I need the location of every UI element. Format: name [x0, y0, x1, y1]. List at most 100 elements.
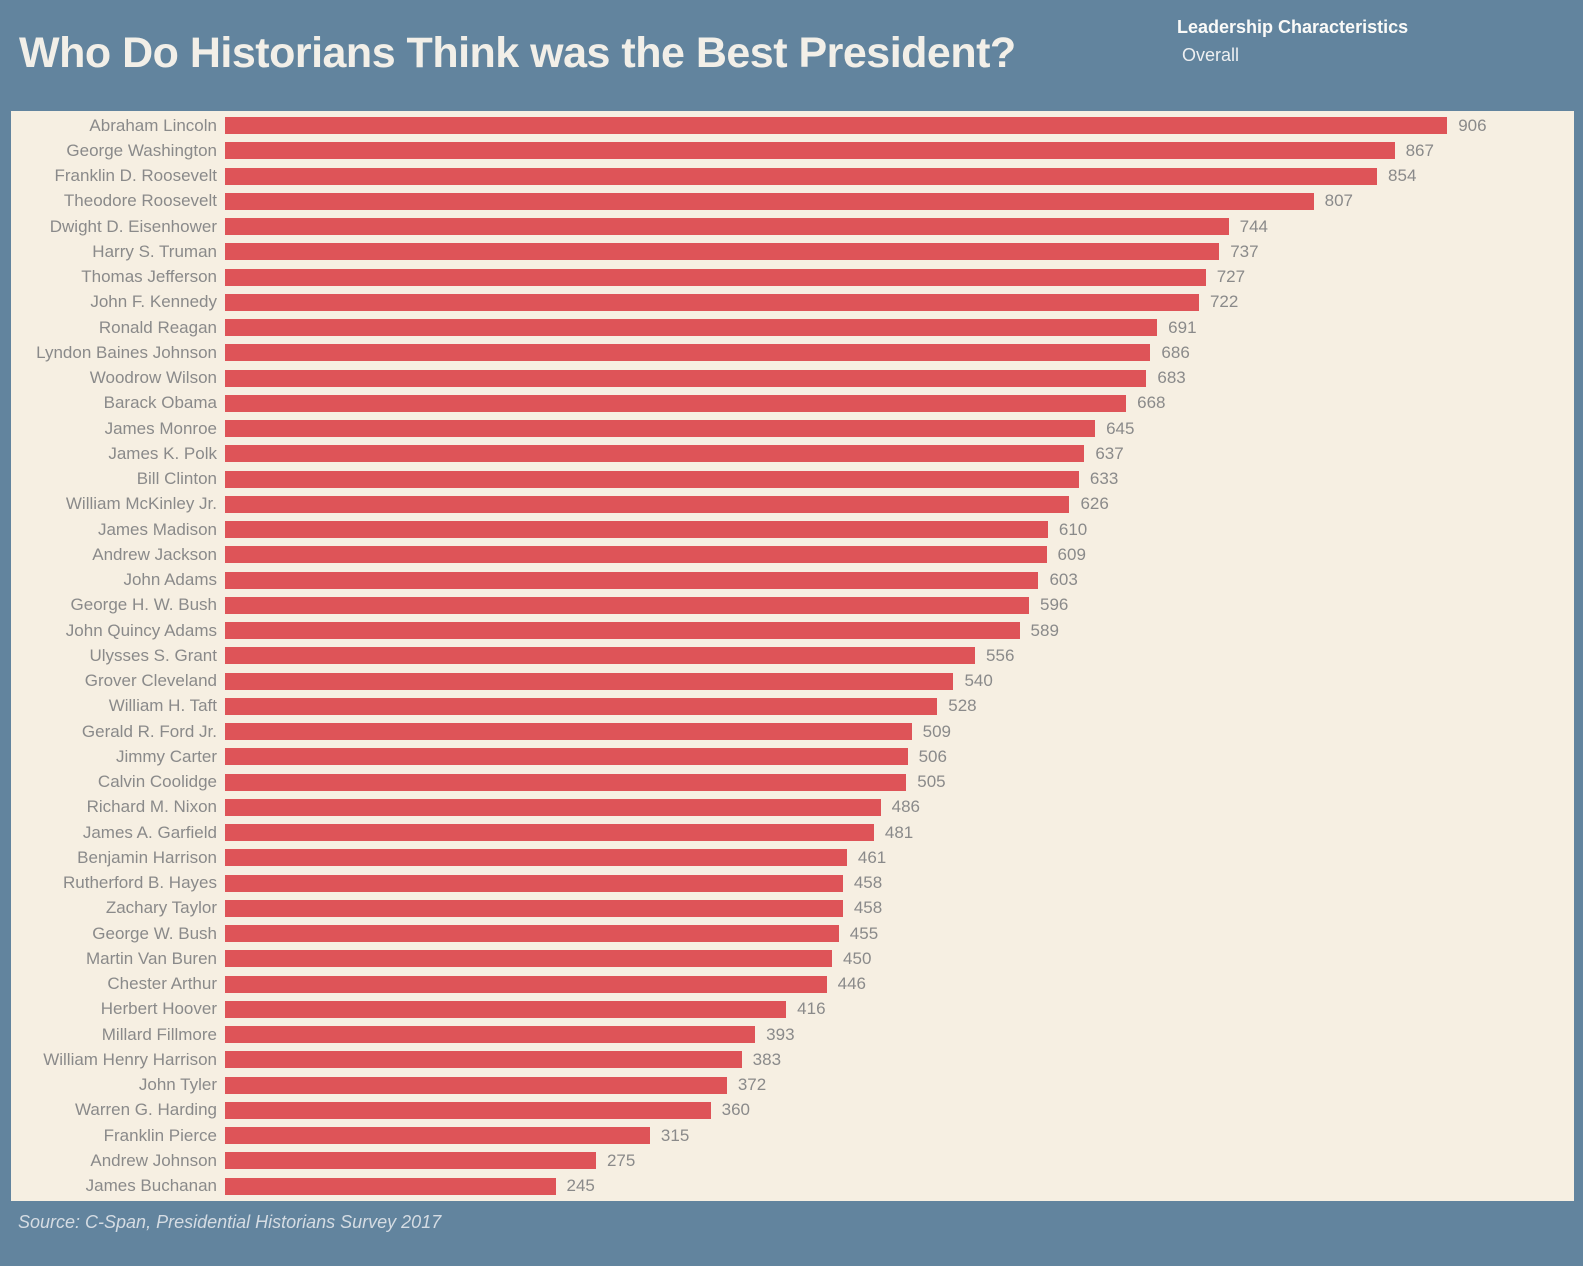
bar[interactable]: [225, 697, 938, 715]
bar[interactable]: [225, 369, 1147, 387]
bar[interactable]: [225, 950, 833, 968]
category-label: Bill Clinton: [136, 469, 217, 489]
value-label: 372: [737, 1075, 767, 1095]
bar[interactable]: [225, 824, 874, 842]
bar-track: 461: [225, 848, 1574, 867]
category-label: Theodore Roosevelt: [63, 191, 217, 211]
category-label: Lyndon Baines Johnson: [36, 342, 217, 362]
category-label: Warren G. Harding: [74, 1100, 217, 1120]
bar[interactable]: [225, 546, 1047, 564]
category-label: Zachary Taylor: [105, 898, 217, 918]
bar[interactable]: [225, 445, 1085, 463]
bar[interactable]: [225, 420, 1096, 438]
bar[interactable]: [225, 521, 1048, 539]
bar-track: 245: [225, 1176, 1574, 1196]
bar[interactable]: [225, 874, 843, 892]
bar-row: Franklin Pierce 315: [11, 1123, 1574, 1148]
bar-track: 727: [225, 267, 1574, 287]
bar[interactable]: [225, 1000, 787, 1018]
bar-row: James A. Garfield 481: [11, 820, 1574, 845]
bar-track: 626: [225, 494, 1574, 513]
category-label: Franklin D. Roosevelt: [54, 166, 217, 186]
bar-row: Woodrow Wilson 683: [11, 366, 1574, 391]
value-label: 596: [1040, 595, 1069, 615]
bar[interactable]: [225, 344, 1151, 362]
bar[interactable]: [225, 1177, 556, 1195]
bar[interactable]: [225, 773, 907, 791]
bar-track: 275: [225, 1150, 1574, 1170]
bar-track: 589: [225, 621, 1574, 640]
bar-row: George Washington 867: [11, 138, 1574, 163]
bar-track: 737: [225, 242, 1574, 261]
value-label: 446: [837, 974, 867, 994]
bar-track: 596: [225, 595, 1574, 615]
bar-row: Calvin Coolidge 505: [11, 770, 1574, 795]
bar[interactable]: [225, 470, 1079, 488]
bar[interactable]: [225, 723, 912, 741]
bar-track: 505: [225, 772, 1574, 791]
bar[interactable]: [225, 293, 1199, 311]
bar[interactable]: [225, 849, 847, 867]
bar[interactable]: [225, 142, 1395, 160]
category-label: Millard Fillmore: [101, 1024, 217, 1044]
bar-row: Abraham Lincoln 906: [11, 113, 1574, 138]
bar[interactable]: [225, 394, 1127, 412]
bar[interactable]: [225, 1101, 711, 1119]
bar[interactable]: [225, 1076, 727, 1094]
bar[interactable]: [225, 268, 1206, 286]
bar-track: 807: [225, 191, 1574, 210]
bar[interactable]: [225, 647, 976, 665]
bar[interactable]: [225, 798, 881, 816]
bar-row: James K. Polk 637: [11, 441, 1574, 466]
bar[interactable]: [225, 672, 954, 690]
bar-row: Ronald Reagan 691: [11, 315, 1574, 340]
bar[interactable]: [225, 571, 1039, 589]
value-label: 691: [1168, 317, 1197, 337]
bar-row: Lyndon Baines Johnson 686: [11, 340, 1574, 365]
bar-track: 509: [225, 722, 1574, 741]
value-label: 727: [1216, 267, 1246, 287]
category-label: William Henry Harrison: [43, 1049, 217, 1069]
bar-row: John Adams 603: [11, 568, 1574, 593]
bar-row: James Monroe 645: [11, 416, 1574, 441]
bar-row: Gerald R. Ford Jr. 509: [11, 719, 1574, 744]
category-label: Calvin Coolidge: [97, 772, 217, 792]
bar-track: 315: [225, 1126, 1574, 1145]
bar[interactable]: [225, 117, 1448, 135]
bar[interactable]: [225, 622, 1020, 640]
bar[interactable]: [225, 1152, 596, 1170]
value-label: 540: [964, 671, 993, 691]
bar-track: 867: [225, 141, 1574, 160]
bar[interactable]: [225, 319, 1158, 337]
bar-track: 458: [225, 873, 1574, 892]
bar-track: 446: [225, 974, 1574, 994]
bar-row: Dwight D. Eisenhower 744: [11, 214, 1574, 239]
value-label: 450: [843, 948, 872, 968]
value-label: 275: [606, 1150, 636, 1170]
category-label: George H. W. Bush: [70, 595, 217, 615]
bar[interactable]: [225, 243, 1220, 261]
bar-row: Richard M. Nixon 486: [11, 795, 1574, 820]
bar[interactable]: [225, 1026, 756, 1044]
bar[interactable]: [225, 495, 1070, 513]
bar[interactable]: [225, 167, 1378, 185]
value-label: 556: [986, 645, 1015, 665]
bar-track: 486: [225, 797, 1574, 816]
bar-track: 683: [225, 368, 1574, 387]
bar[interactable]: [225, 1127, 650, 1145]
value-label: 245: [566, 1176, 595, 1196]
bar[interactable]: [225, 975, 827, 993]
bar-track: 686: [225, 342, 1574, 362]
bar-track: 416: [225, 999, 1574, 1018]
bar-track: 393: [225, 1025, 1574, 1044]
value-label: 854: [1388, 166, 1417, 186]
bar[interactable]: [225, 925, 839, 943]
bar[interactable]: [225, 899, 843, 917]
bar[interactable]: [225, 1051, 742, 1069]
value-label: 686: [1161, 342, 1190, 362]
bar[interactable]: [225, 218, 1229, 236]
bar[interactable]: [225, 192, 1314, 210]
bar[interactable]: [225, 748, 908, 766]
bar-row: Grover Cleveland 540: [11, 669, 1574, 694]
bar[interactable]: [225, 596, 1029, 614]
